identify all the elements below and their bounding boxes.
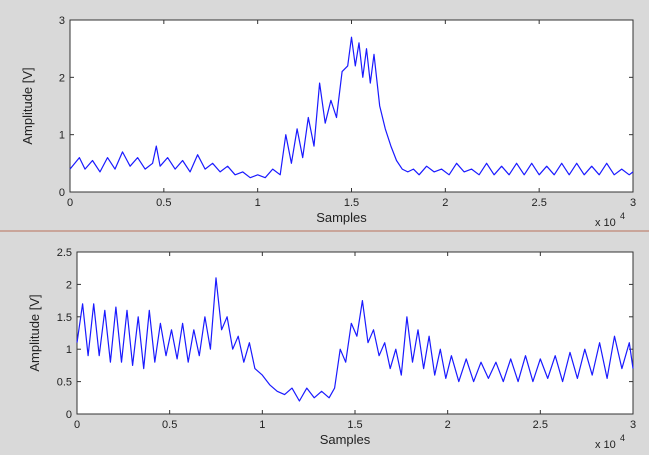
top-series-line bbox=[69, 36, 634, 179]
top-x-tick-label: 3 bbox=[630, 197, 636, 209]
bottom-y-tick-label: 2 bbox=[66, 279, 72, 291]
top-y-axis-label: Amplitude [V] bbox=[20, 67, 35, 144]
bottom-y-tick-label: 0 bbox=[66, 409, 72, 421]
top-x-multiplier-exponent: 4 bbox=[620, 211, 625, 221]
bottom-x-tick-label: 1.5 bbox=[347, 419, 362, 431]
bottom-x-tick-label: 0.5 bbox=[162, 419, 177, 431]
top-x-tick-label: 2 bbox=[442, 197, 448, 209]
bottom-series-line bbox=[76, 277, 634, 402]
top-plot-area bbox=[69, 19, 634, 193]
top-y-tick-label: 3 bbox=[59, 15, 65, 27]
top-y-tick-label: 1 bbox=[59, 130, 65, 142]
panel-divider bbox=[0, 230, 649, 232]
bottom-x-tick-label: 2 bbox=[445, 419, 451, 431]
top-x-tick-label: 0 bbox=[67, 197, 73, 209]
bottom-x-multiplier-label: x 10 bbox=[595, 439, 616, 451]
bottom-y-tick-label: 0.5 bbox=[57, 377, 72, 389]
bottom-x-tick-label: 0 bbox=[74, 419, 80, 431]
bottom-x-axis-label: Samples bbox=[320, 432, 371, 447]
bottom-y-tick-label: 2.5 bbox=[57, 247, 72, 259]
bottom-x-multiplier-exponent: 4 bbox=[620, 433, 625, 443]
top-y-tick-label: 2 bbox=[59, 72, 65, 84]
bottom-x-tick-label: 3 bbox=[630, 419, 636, 431]
bottom-x-tick-label: 1 bbox=[259, 419, 265, 431]
bottom-x-tick-label: 2.5 bbox=[533, 419, 548, 431]
bottom-chart: 0 0.5 1 1.5 2 2.5 3 0 0.5 1 1.5 2 2.5 Samples Amplitud… bbox=[27, 247, 636, 451]
top-x-tick-label: 1 bbox=[255, 197, 261, 209]
top-x-multiplier-label: x 10 bbox=[595, 217, 616, 229]
bottom-y-tick-label: 1 bbox=[66, 344, 72, 356]
top-x-tick-label: 2.5 bbox=[532, 197, 547, 209]
top-y-tick-label: 0 bbox=[59, 187, 65, 199]
top-x-tick-label: 0.5 bbox=[156, 197, 171, 209]
top-x-axis-label: Samples bbox=[316, 210, 367, 225]
bottom-y-axis-label: Amplitude [V] bbox=[27, 294, 42, 371]
bottom-y-tick-label: 1.5 bbox=[57, 312, 72, 324]
top-x-tick-label: 1.5 bbox=[344, 197, 359, 209]
top-chart: 0 0.5 1 1.5 2 2.5 3 0 1 2 3 Samples Amplitude [V] x 1… bbox=[20, 15, 636, 229]
